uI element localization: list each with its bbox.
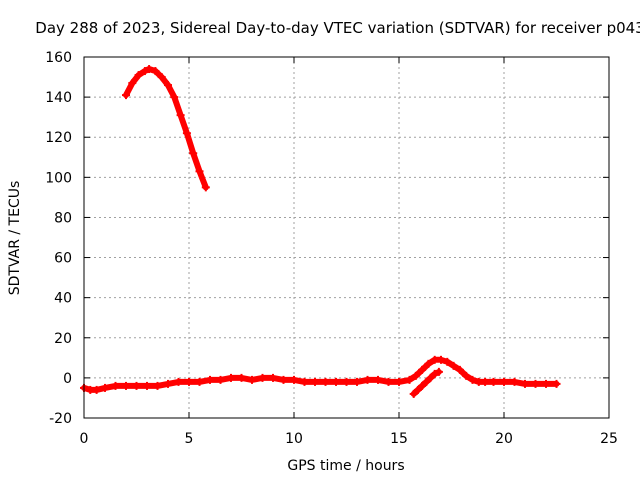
data-point	[176, 111, 185, 120]
data-point	[500, 377, 508, 386]
data-point	[216, 375, 225, 384]
data-point	[384, 377, 393, 386]
data-point	[189, 149, 198, 158]
data-point	[140, 67, 149, 76]
data-point	[145, 65, 154, 74]
data-point	[411, 371, 420, 380]
data-point	[418, 365, 427, 374]
data-point	[201, 183, 210, 192]
x-tick-label: 25	[600, 431, 618, 447]
data-point	[92, 385, 101, 394]
data-point	[424, 359, 433, 368]
data-point	[531, 379, 540, 388]
y-axis-label: SDTVAR / TECUs	[7, 181, 23, 296]
data-point	[132, 381, 141, 390]
data-point	[437, 355, 445, 364]
data-point	[151, 67, 160, 76]
data-point	[489, 377, 498, 386]
data-point	[374, 375, 382, 384]
data-point	[164, 379, 172, 388]
data-point	[101, 383, 109, 392]
data-point	[510, 377, 519, 386]
chart-title: Day 288 of 2023, Sidereal Day-to-day VTE…	[35, 19, 640, 37]
data-point	[363, 375, 372, 384]
data-point	[143, 381, 151, 390]
data-point	[542, 379, 550, 388]
y-tick-label: 0	[63, 371, 72, 387]
data-point	[455, 365, 464, 374]
data-point	[170, 93, 179, 102]
data-point	[462, 371, 471, 380]
data-point	[353, 377, 361, 386]
data-point	[111, 381, 120, 390]
data-series	[80, 65, 561, 398]
y-tick-label: 160	[45, 50, 72, 66]
data-point	[422, 377, 431, 386]
x-tick-label: 0	[80, 431, 89, 447]
y-tick-label: 40	[54, 291, 72, 307]
y-tick-label: 120	[45, 130, 72, 146]
series-line-high-arc	[123, 66, 209, 191]
data-point	[248, 375, 256, 384]
data-point	[258, 373, 267, 382]
grid	[84, 57, 609, 418]
data-point	[195, 377, 204, 386]
data-point	[521, 379, 529, 388]
data-point	[426, 373, 435, 382]
data-point	[311, 377, 319, 386]
data-point	[481, 377, 490, 386]
data-point	[418, 381, 427, 390]
y-tick-label: -20	[49, 411, 72, 427]
data-point	[134, 71, 143, 80]
data-point	[269, 373, 277, 382]
data-point	[430, 369, 439, 378]
x-axis-label: GPS time / hours	[287, 458, 404, 474]
data-point	[237, 373, 246, 382]
data-point	[164, 81, 172, 90]
y-tick-label: 100	[45, 170, 72, 186]
data-point	[153, 381, 162, 390]
x-tick-label: 15	[390, 431, 408, 447]
axis-ticks: 0 5 10 15 20 25 -20 0 20 40 60 80 100 120 140 160	[45, 50, 618, 447]
data-point	[195, 167, 204, 176]
y-tick-label: 60	[54, 251, 72, 267]
data-point	[300, 377, 309, 386]
x-tick-label: 5	[185, 431, 194, 447]
data-point	[443, 357, 452, 366]
data-point	[321, 377, 330, 386]
y-tick-label: 140	[45, 90, 72, 106]
data-point	[290, 375, 298, 384]
data-point	[342, 377, 351, 386]
data-point	[449, 361, 458, 370]
data-point	[409, 389, 418, 398]
data-point	[206, 375, 214, 384]
data-point	[122, 91, 130, 100]
y-tick-label: 80	[54, 210, 72, 226]
data-point	[122, 381, 130, 390]
data-point	[552, 379, 561, 388]
plot-frame	[83, 56, 610, 419]
data-point	[332, 377, 340, 386]
data-point	[279, 375, 288, 384]
data-point	[185, 377, 193, 386]
x-tick-label: 20	[495, 431, 513, 447]
data-point	[227, 373, 235, 382]
data-point	[182, 129, 191, 138]
data-point	[434, 367, 443, 376]
data-point	[128, 79, 137, 88]
data-point	[174, 377, 183, 386]
x-tick-label: 10	[285, 431, 303, 447]
y-tick-label: 20	[54, 331, 72, 347]
data-point	[468, 375, 477, 384]
data-point	[405, 375, 414, 384]
data-point	[413, 385, 422, 394]
data-point	[395, 377, 403, 386]
data-point	[157, 73, 166, 82]
